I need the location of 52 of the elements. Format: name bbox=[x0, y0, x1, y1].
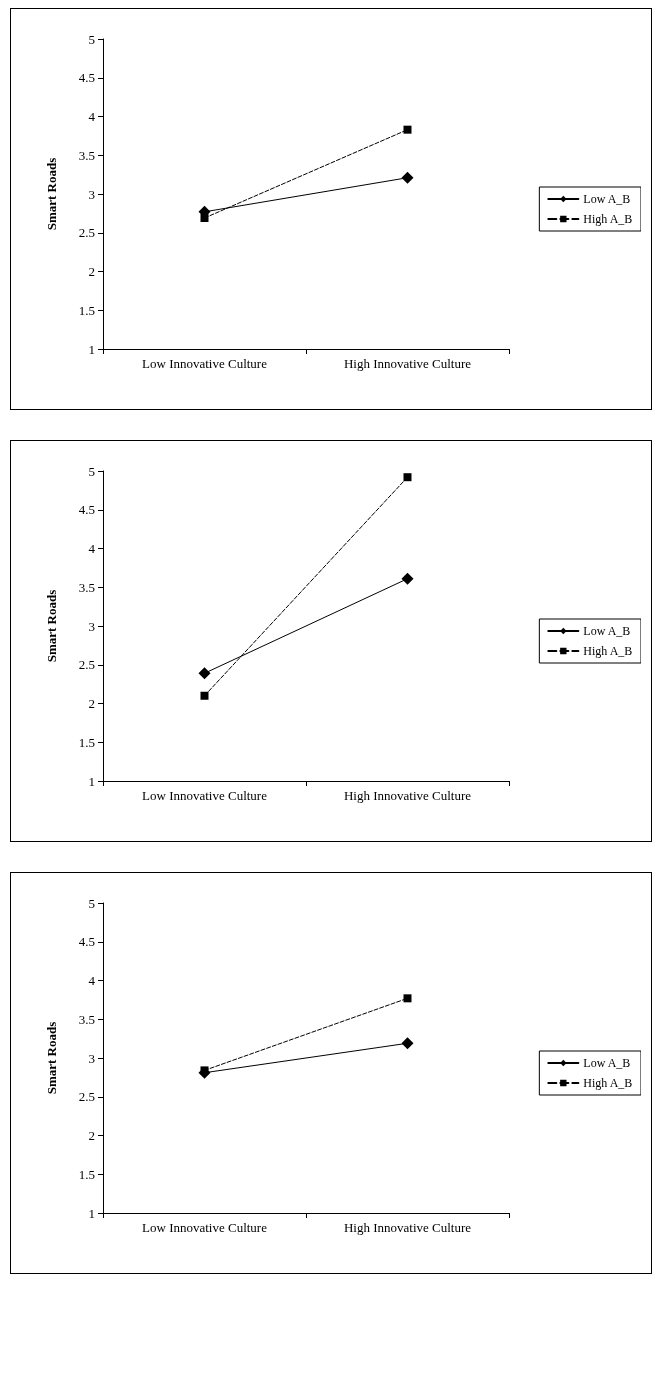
y-tick-label: 3 bbox=[88, 186, 95, 202]
y-tick-label: 3 bbox=[88, 618, 95, 634]
y-tick-label: 4.5 bbox=[78, 70, 95, 86]
y-tick-label: 1 bbox=[88, 773, 95, 789]
y-tick-label: 2 bbox=[88, 1128, 95, 1143]
y-tick-label: 1 bbox=[88, 1205, 95, 1221]
point bbox=[403, 125, 412, 134]
x-tick-label: High Innovative Culture bbox=[343, 356, 472, 371]
x-tick-label: Low Innovative Culture bbox=[142, 356, 268, 371]
y-tick-label: 3 bbox=[88, 1050, 95, 1066]
y-tick-label: 4 bbox=[88, 973, 96, 988]
y-tick-label: 5 bbox=[88, 31, 95, 47]
y-tick-label: 4.5 bbox=[78, 502, 95, 518]
y-tick-label: 3.5 bbox=[78, 579, 95, 595]
legend-label: Low A_B bbox=[583, 624, 631, 638]
y-tick-label: 2 bbox=[88, 264, 95, 279]
point bbox=[200, 1066, 209, 1075]
point bbox=[401, 1037, 414, 1050]
x-tick-label: Low Innovative Culture bbox=[142, 1220, 268, 1235]
x-tick-label: High Innovative Culture bbox=[343, 788, 472, 803]
legend-label: High A_B bbox=[583, 644, 633, 658]
legend-label: High A_B bbox=[583, 212, 633, 226]
point bbox=[403, 473, 412, 482]
point bbox=[200, 214, 209, 223]
y-tick-label: 4 bbox=[88, 109, 96, 124]
y-tick-label: 4 bbox=[88, 541, 96, 556]
y-axis-title: Smart Roads bbox=[44, 1021, 59, 1095]
y-tick-label: 2.5 bbox=[78, 225, 95, 241]
y-tick-label: 2 bbox=[88, 696, 95, 711]
y-tick-label: 2.5 bbox=[78, 1089, 95, 1105]
y-tick-label: 5 bbox=[88, 895, 95, 911]
point bbox=[401, 572, 414, 585]
point bbox=[198, 667, 211, 680]
y-tick-label: 3.5 bbox=[78, 147, 95, 163]
point bbox=[401, 171, 414, 184]
y-tick-label: 1.5 bbox=[78, 734, 95, 750]
y-tick-label: 4.5 bbox=[78, 934, 95, 950]
y-tick-label: 2.5 bbox=[78, 657, 95, 673]
y-tick-label: 3.5 bbox=[78, 1011, 95, 1027]
point bbox=[200, 691, 209, 700]
y-tick-label: 1.5 bbox=[78, 1166, 95, 1182]
legend-label: Low A_B bbox=[583, 192, 631, 206]
x-tick-label: Low Innovative Culture bbox=[142, 788, 268, 803]
x-tick-label: High Innovative Culture bbox=[343, 1220, 472, 1235]
y-tick-label: 1.5 bbox=[78, 302, 95, 318]
legend-label: High A_B bbox=[583, 1076, 633, 1090]
y-tick-label: 1 bbox=[88, 341, 95, 357]
y-axis-title: Smart Roads bbox=[44, 589, 59, 663]
y-tick-label: 5 bbox=[88, 463, 95, 479]
legend-label: Low A_B bbox=[583, 1056, 631, 1070]
y-axis-title: Smart Roads bbox=[44, 157, 59, 231]
point bbox=[403, 994, 412, 1003]
